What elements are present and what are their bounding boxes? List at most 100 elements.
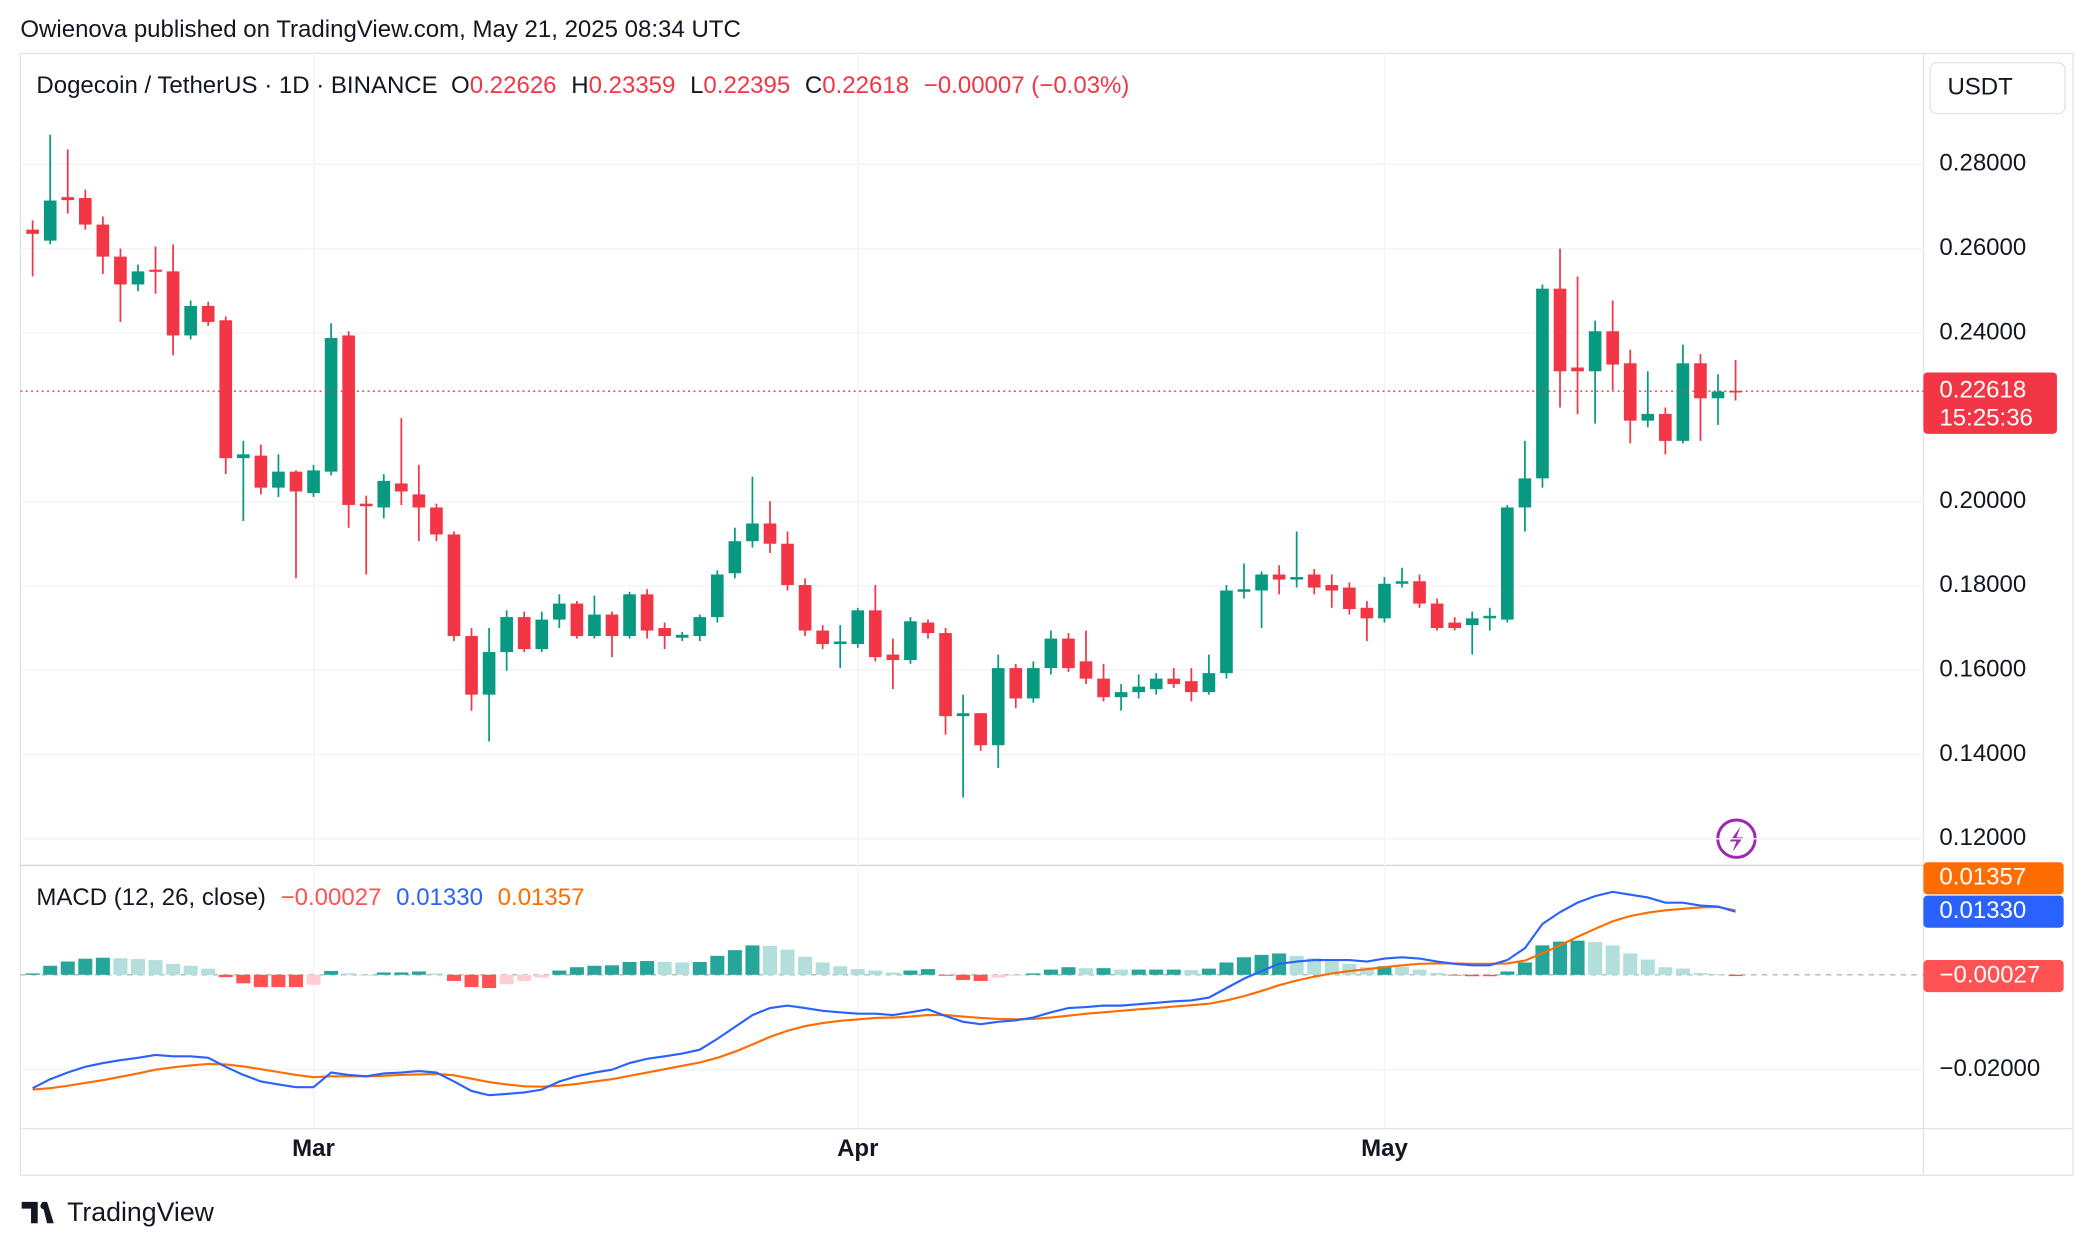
histogram [25, 940, 1743, 989]
histogram-bar [868, 970, 883, 975]
candle-body [939, 633, 952, 717]
symbol-title: Dogecoin / TetherUS · 1D · BINANCE [36, 72, 437, 99]
histogram-bar [376, 972, 391, 975]
histogram-bar [1605, 945, 1620, 975]
histogram-bar [78, 958, 93, 975]
currency-button[interactable] [1929, 62, 2066, 115]
histogram-bar [1394, 966, 1410, 975]
ohlc-value: 0.22618 [822, 72, 909, 99]
candle-body [61, 197, 75, 201]
candle-body [658, 628, 671, 637]
candle-body [1623, 363, 1637, 421]
y-tick-label: 0.16000 [1939, 656, 2026, 683]
ohlc-letter: C [805, 72, 822, 99]
candle-body [377, 480, 391, 508]
candle-body [1272, 574, 1286, 580]
histogram-bar [43, 965, 58, 975]
histogram-bar [1710, 974, 1726, 976]
candle-body [43, 200, 57, 241]
histogram-bar [236, 974, 251, 984]
histogram-value: −0.00027 [281, 884, 382, 911]
y-tick-label: 0.14000 [1939, 740, 2026, 767]
change-value: −0.00007 (−0.03%) [924, 72, 1130, 99]
histogram-bar [517, 974, 532, 981]
histogram-bar [1043, 969, 1058, 975]
candle-body [1185, 681, 1198, 693]
y-tick-label: 0.28000 [1939, 150, 2026, 177]
candle-body [289, 471, 303, 492]
candle-body [588, 614, 601, 637]
histogram-bar [394, 972, 409, 975]
candle-body [1097, 678, 1110, 698]
candle-body [447, 534, 461, 637]
candle-body [535, 619, 549, 650]
candle-body [1237, 589, 1251, 592]
macd-legend: MACD (12, 26, close) −0.00027 0.01330 0.013… [36, 884, 584, 911]
histogram-bar [1465, 974, 1480, 977]
histogram-bar [640, 961, 655, 975]
candle-body [236, 454, 250, 459]
histogram-bar [1517, 962, 1532, 975]
candle-body [184, 305, 197, 336]
histogram-bar [1552, 941, 1568, 975]
candle-body [1641, 413, 1655, 421]
symbol-legend: Dogecoin / TetherUS · 1D · BINANCE O 0.226… [36, 72, 1129, 99]
candle-body [886, 654, 900, 661]
histogram-bar [341, 973, 356, 975]
candle-body [851, 610, 865, 645]
y-tick-label: 0.20000 [1939, 487, 2026, 514]
histogram-bar [780, 949, 795, 975]
candle-body [394, 483, 408, 492]
last-price-label: 0.22618 [1939, 377, 2026, 404]
publish-header: Owienova published on TradingView.com, M… [20, 16, 740, 43]
candle-body [1167, 678, 1181, 685]
candle-body [553, 603, 566, 620]
macd-title: MACD (12, 26, close) [36, 884, 266, 911]
histogram-bar [148, 960, 163, 975]
candle-body [272, 471, 285, 488]
histogram-bar [1588, 942, 1603, 975]
histogram-bar [727, 950, 742, 975]
histogram-bar [1535, 945, 1550, 975]
histogram-bar [692, 961, 707, 975]
macd-value: 0.01330 [396, 884, 483, 911]
histogram-bar [798, 956, 813, 975]
candle-body [1588, 331, 1602, 372]
histogram-bar [1693, 972, 1708, 975]
histogram-bar [745, 945, 760, 975]
last-price-badge [1923, 372, 2057, 434]
histogram-bar [1307, 958, 1322, 975]
histogram-bar [324, 970, 339, 975]
histogram-bar [429, 973, 444, 975]
candle-body [605, 614, 619, 637]
candle-body [1027, 668, 1040, 699]
candle-body [1325, 585, 1339, 591]
ohlc-letter: O [451, 72, 470, 99]
ohlc-value: 0.22395 [703, 72, 790, 99]
histogram-bar [130, 959, 146, 975]
histogram-bar [885, 972, 900, 975]
candle-body [342, 335, 355, 505]
candle-body [956, 713, 970, 717]
histogram-bar [762, 945, 778, 975]
candle-body [1149, 678, 1163, 690]
ohlc-letter: L [690, 72, 703, 99]
y-tick-label: 0.12000 [1939, 824, 2026, 851]
histogram-bar [657, 961, 672, 975]
candle-body [1448, 622, 1461, 629]
candle-body [570, 603, 584, 637]
histogram-bar [253, 974, 268, 988]
candle-body [921, 622, 935, 634]
histogram-bar [622, 961, 637, 975]
candle-body [1553, 288, 1567, 372]
candle-body [1606, 331, 1619, 365]
histogram-bar [1447, 974, 1462, 976]
histogram-bar [1219, 962, 1234, 975]
candle-body [640, 594, 654, 631]
histogram-bar [1096, 968, 1111, 975]
x-tick-label: May [1361, 1135, 1408, 1162]
candle-body [26, 229, 39, 234]
candle-body [1378, 583, 1391, 619]
histogram-bar [1728, 974, 1743, 977]
